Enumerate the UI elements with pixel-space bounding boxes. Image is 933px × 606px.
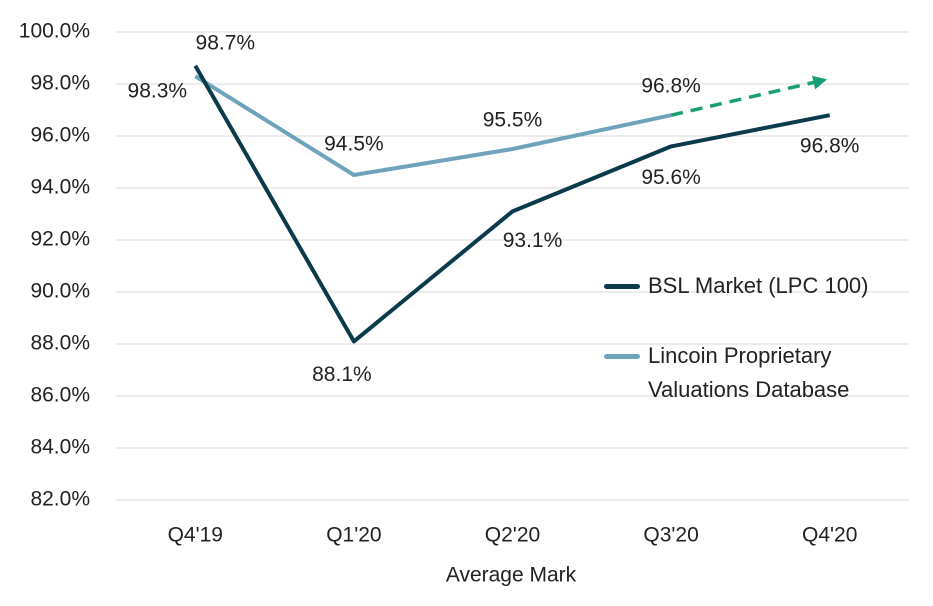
series-line (193, 64, 831, 344)
y-tick-label: 84.0% (30, 436, 90, 459)
y-tick-label: 86.0% (30, 384, 90, 407)
y-tick-label: 94.0% (30, 176, 90, 199)
y-tick-label: 92.0% (30, 228, 90, 251)
legend-item: Lincoin Proprietary Valuations Database (604, 339, 894, 407)
data-label: 95.6% (641, 166, 701, 189)
y-tick-label: 96.0% (30, 124, 90, 147)
x-tick-label: Q4'20 (802, 524, 857, 547)
legend-label: BSL Market (LPC 100) (648, 273, 869, 298)
x-tick-label: Q4'19 (168, 524, 223, 547)
legend-swatch (604, 284, 640, 289)
data-label: 94.5% (324, 133, 384, 156)
legend-item: BSL Market (LPC 100) (604, 269, 869, 303)
x-axis-label: Average Mark (446, 564, 577, 587)
y-tick-label: 82.0% (30, 488, 90, 511)
data-label: 88.1% (312, 363, 372, 386)
projection-line (670, 75, 828, 117)
x-tick-label: Q3'20 (643, 524, 698, 547)
data-label: 98.3% (128, 80, 188, 103)
y-tick-label: 100.0% (19, 20, 90, 43)
legend-label: Lincoin Proprietary Valuations Database (648, 343, 850, 402)
series-line (194, 74, 672, 177)
data-label: 93.1% (503, 229, 563, 252)
data-label: 96.8% (800, 135, 860, 158)
data-label: 95.5% (483, 109, 543, 132)
data-label: 96.8% (641, 75, 701, 98)
y-tick-label: 98.0% (30, 72, 90, 95)
x-tick-label: Q1'20 (326, 524, 381, 547)
data-label: 98.7% (196, 31, 256, 54)
x-tick-label: Q2'20 (485, 524, 540, 547)
y-tick-label: 90.0% (30, 280, 90, 303)
y-tick-label: 88.0% (30, 332, 90, 355)
legend-swatch (604, 354, 640, 359)
